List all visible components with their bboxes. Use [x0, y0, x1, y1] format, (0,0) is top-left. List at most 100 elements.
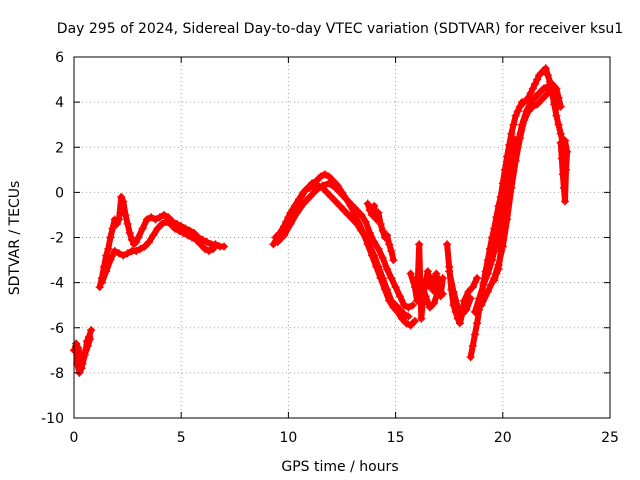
- data-point: [365, 228, 374, 237]
- data-point: [470, 307, 479, 316]
- data-point: [449, 287, 458, 296]
- data-point: [363, 199, 372, 208]
- data-point: [434, 285, 443, 294]
- chart-title: Day 295 of 2024, Sidereal Day-to-day VTE…: [57, 21, 623, 37]
- data-point: [83, 341, 92, 350]
- data-point: [273, 238, 282, 247]
- data-point: [432, 269, 441, 278]
- y-tick-label: 2: [55, 140, 64, 156]
- data-point: [153, 224, 162, 233]
- data-point: [545, 86, 554, 95]
- data-point: [331, 197, 340, 206]
- x-tick-label: 0: [70, 430, 79, 446]
- data-point: [557, 154, 566, 163]
- data-point: [365, 206, 374, 215]
- data-point: [438, 289, 447, 298]
- data-point: [383, 265, 392, 274]
- data-point: [305, 183, 314, 192]
- data-point: [119, 251, 128, 260]
- data-point: [428, 274, 437, 283]
- data-point: [434, 278, 443, 287]
- data-point: [554, 102, 563, 111]
- data-point: [477, 301, 486, 310]
- data-point: [552, 111, 561, 120]
- data-point: [528, 84, 537, 93]
- data-point: [430, 298, 439, 307]
- data-point: [115, 249, 124, 258]
- data-point: [520, 116, 529, 125]
- data-point: [468, 341, 477, 350]
- data-point: [528, 102, 537, 111]
- y-axis-label: SDTVAR / TECUs: [7, 181, 23, 296]
- data-point: [106, 256, 115, 265]
- data-point: [316, 172, 325, 181]
- data-point: [533, 75, 542, 84]
- data-point: [492, 269, 501, 278]
- data-point: [145, 238, 154, 247]
- data-point: [112, 219, 121, 228]
- data-point: [462, 305, 471, 314]
- data-trace: [272, 182, 412, 320]
- data-point: [468, 283, 477, 292]
- data-point: [400, 301, 409, 310]
- data-point: [155, 213, 164, 222]
- data-point: [513, 107, 522, 116]
- data-point: [537, 95, 546, 104]
- data-point: [132, 238, 141, 247]
- data-point: [515, 102, 524, 111]
- data-point: [490, 276, 499, 285]
- data-point: [102, 267, 111, 276]
- data-point: [556, 138, 565, 147]
- y-tick-label: -6: [50, 321, 64, 337]
- data-point: [322, 188, 331, 197]
- data-point: [391, 283, 400, 292]
- data-point: [535, 89, 544, 98]
- data-point: [344, 197, 353, 206]
- data-point: [74, 344, 83, 353]
- data-trace: [446, 268, 474, 318]
- data-point: [562, 165, 571, 174]
- data-point: [108, 224, 117, 233]
- data-point: [292, 208, 301, 217]
- x-tick-label: 5: [177, 430, 186, 446]
- data-point: [445, 267, 454, 276]
- data-point: [157, 219, 166, 228]
- data-point: [110, 247, 119, 256]
- data-trace: [491, 135, 517, 284]
- data-point: [496, 247, 505, 256]
- y-tick-label: -2: [50, 231, 64, 247]
- data-point: [402, 319, 411, 328]
- y-tick-label: 6: [55, 50, 64, 66]
- data-point: [119, 197, 128, 206]
- data-point: [541, 64, 550, 73]
- x-tick-label: 20: [494, 430, 512, 446]
- data-point: [117, 192, 126, 201]
- data-point: [170, 224, 179, 233]
- data-point: [387, 247, 396, 256]
- data-point: [526, 89, 535, 98]
- data-point: [473, 319, 482, 328]
- data-point: [494, 201, 503, 210]
- data-point: [338, 190, 346, 199]
- data-point: [464, 287, 473, 296]
- data-point: [280, 231, 289, 240]
- data-point: [509, 134, 518, 143]
- data-point: [327, 192, 336, 201]
- data-point: [507, 152, 516, 161]
- data-point: [556, 129, 565, 138]
- data-point: [554, 120, 563, 129]
- data-point: [370, 238, 379, 247]
- data-point: [142, 215, 151, 224]
- data-point: [498, 228, 507, 237]
- data-point: [104, 244, 113, 253]
- y-tick-label: 4: [55, 95, 64, 111]
- y-tick-label: 0: [55, 185, 64, 201]
- data-point: [530, 93, 539, 102]
- data-point: [483, 287, 492, 296]
- data-point: [86, 335, 95, 344]
- data-point: [374, 244, 383, 253]
- data-trace: [418, 279, 446, 311]
- data-point: [466, 353, 475, 362]
- data-point: [376, 219, 385, 228]
- x-tick-label: 25: [601, 430, 619, 446]
